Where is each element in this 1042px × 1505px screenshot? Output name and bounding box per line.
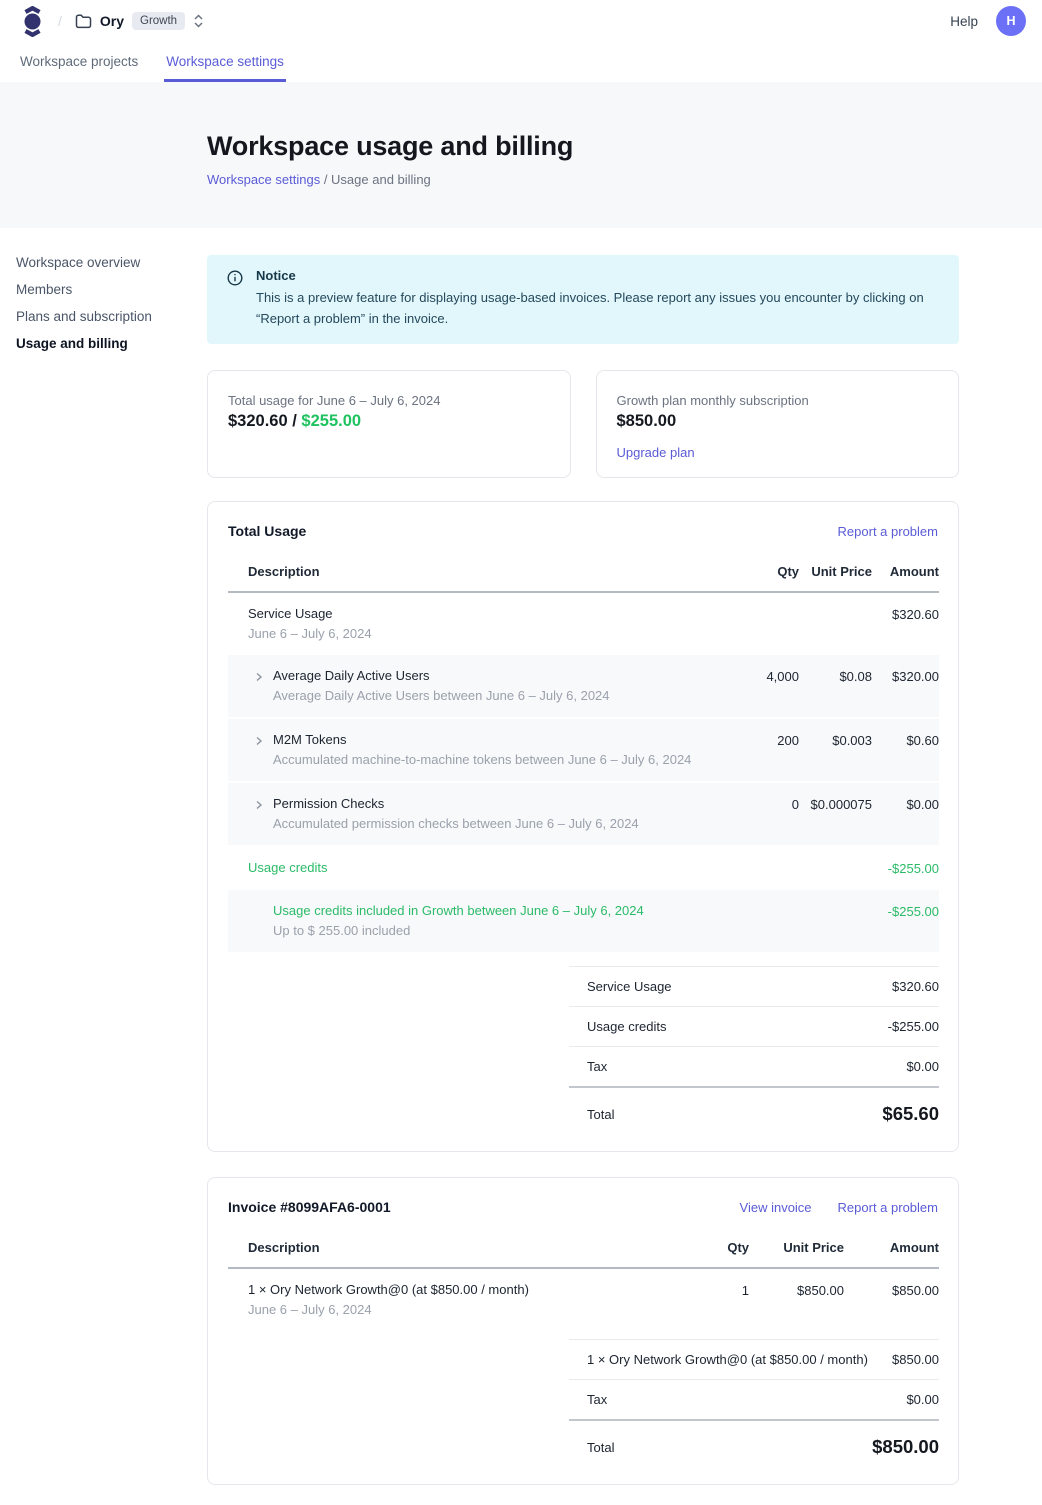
breadcrumb: Workspace settings / Usage and billing bbox=[207, 172, 1042, 187]
table-row-average-daily-active-users[interactable]: Average Daily Active Users Average Daily… bbox=[228, 655, 939, 719]
ory-logo-icon[interactable] bbox=[20, 6, 45, 37]
view-invoice-link[interactable]: View invoice bbox=[740, 1200, 812, 1215]
table-row-permission-checks[interactable]: Permission Checks Accumulated permission… bbox=[228, 783, 939, 847]
preview-notice: Notice This is a preview feature for dis… bbox=[207, 255, 959, 344]
invoice-table-header: Description Qty Unit Price Amount bbox=[228, 1230, 939, 1269]
top-bar: / Ory Growth Help H bbox=[0, 0, 1042, 42]
sidebar-item-members[interactable]: Members bbox=[16, 282, 186, 297]
usage-credits-value: $255.00 bbox=[301, 412, 361, 430]
page-header: Workspace usage and billing Workspace se… bbox=[0, 82, 1042, 228]
expand-chevron-icon[interactable] bbox=[254, 671, 264, 683]
total-usage-card-value: $320.60 / $255.00 bbox=[228, 412, 550, 431]
report-problem-link-invoice[interactable]: Report a problem bbox=[838, 1200, 938, 1215]
selector-chevrons-icon[interactable] bbox=[193, 13, 204, 29]
summary-row-total: Total $850.00 bbox=[569, 1421, 939, 1462]
table-row-growth-subscription: 1 × Ory Network Growth@0 (at $850.00 / m… bbox=[228, 1269, 939, 1331]
tab-workspace-settings[interactable]: Workspace settings bbox=[164, 42, 286, 82]
info-icon bbox=[227, 270, 243, 329]
breadcrumb-workspace-settings-link[interactable]: Workspace settings bbox=[207, 172, 320, 187]
subscription-card: Growth plan monthly subscription $850.00… bbox=[596, 370, 960, 478]
workspace-switcher[interactable]: Ory Growth bbox=[75, 12, 204, 30]
summary-row-subscription: 1 × Ory Network Growth@0 (at $850.00 / m… bbox=[569, 1339, 939, 1379]
summary-row-service-usage: Service Usage $320.60 bbox=[569, 966, 939, 1006]
total-usage-card: Total usage for June 6 – July 6, 2024 $3… bbox=[207, 370, 571, 478]
avatar[interactable]: H bbox=[996, 6, 1026, 36]
breadcrumb-current: / Usage and billing bbox=[320, 172, 431, 187]
total-usage-card-label: Total usage for June 6 – July 6, 2024 bbox=[228, 393, 550, 408]
summary-row-total: Total $65.60 bbox=[569, 1088, 939, 1129]
invoice-summary: 1 × Ory Network Growth@0 (at $850.00 / m… bbox=[569, 1339, 939, 1462]
usage-table-header: Description Qty Unit Price Amount bbox=[228, 554, 939, 593]
summary-row-usage-credits: Usage credits -$255.00 bbox=[569, 1006, 939, 1046]
subscription-card-value: $850.00 bbox=[617, 412, 939, 431]
breadcrumb-separator: / bbox=[58, 13, 62, 29]
summary-row-tax: Tax $0.00 bbox=[569, 1046, 939, 1088]
workspace-tabs: Workspace projects Workspace settings bbox=[0, 42, 1042, 82]
subscription-card-label: Growth plan monthly subscription bbox=[617, 393, 939, 408]
workspace-name: Ory bbox=[100, 13, 124, 29]
expand-chevron-icon[interactable] bbox=[254, 735, 264, 747]
invoice-panel: Invoice #8099AFA6-0001 View invoice Repo… bbox=[207, 1177, 959, 1485]
notice-title: Notice bbox=[256, 268, 939, 283]
tab-workspace-projects[interactable]: Workspace projects bbox=[18, 42, 140, 82]
sidebar-item-workspace-overview[interactable]: Workspace overview bbox=[16, 255, 186, 270]
invoice-panel-title: Invoice #8099AFA6-0001 bbox=[228, 1199, 391, 1215]
help-link[interactable]: Help bbox=[950, 14, 978, 29]
total-usage-panel: Total Usage Report a problem Description… bbox=[207, 501, 959, 1152]
plan-badge: Growth bbox=[132, 12, 185, 30]
report-problem-link-usage[interactable]: Report a problem bbox=[838, 524, 938, 539]
usage-summary: Service Usage $320.60 Usage credits -$25… bbox=[569, 966, 939, 1129]
table-row-usage-credits-included: Usage credits included in Growth between… bbox=[228, 890, 939, 954]
sidebar-item-plans-and-subscription[interactable]: Plans and subscription bbox=[16, 309, 186, 324]
settings-side-nav: Workspace overview Members Plans and sub… bbox=[16, 255, 186, 351]
total-usage-panel-title: Total Usage bbox=[228, 523, 306, 539]
sidebar-item-usage-and-billing[interactable]: Usage and billing bbox=[16, 336, 186, 351]
folder-icon bbox=[75, 14, 92, 29]
summary-row-tax: Tax $0.00 bbox=[569, 1379, 939, 1421]
table-row-m2m-tokens[interactable]: M2M Tokens Accumulated machine-to-machin… bbox=[228, 719, 939, 783]
table-row-usage-credits: Usage credits -$255.00 bbox=[228, 847, 939, 890]
table-row-service-usage: Service Usage June 6 – July 6, 2024 $320… bbox=[228, 593, 939, 655]
upgrade-plan-link[interactable]: Upgrade plan bbox=[617, 445, 695, 460]
page-title: Workspace usage and billing bbox=[207, 131, 1042, 162]
notice-body: This is a preview feature for displaying… bbox=[256, 287, 939, 329]
expand-chevron-icon[interactable] bbox=[254, 799, 264, 811]
